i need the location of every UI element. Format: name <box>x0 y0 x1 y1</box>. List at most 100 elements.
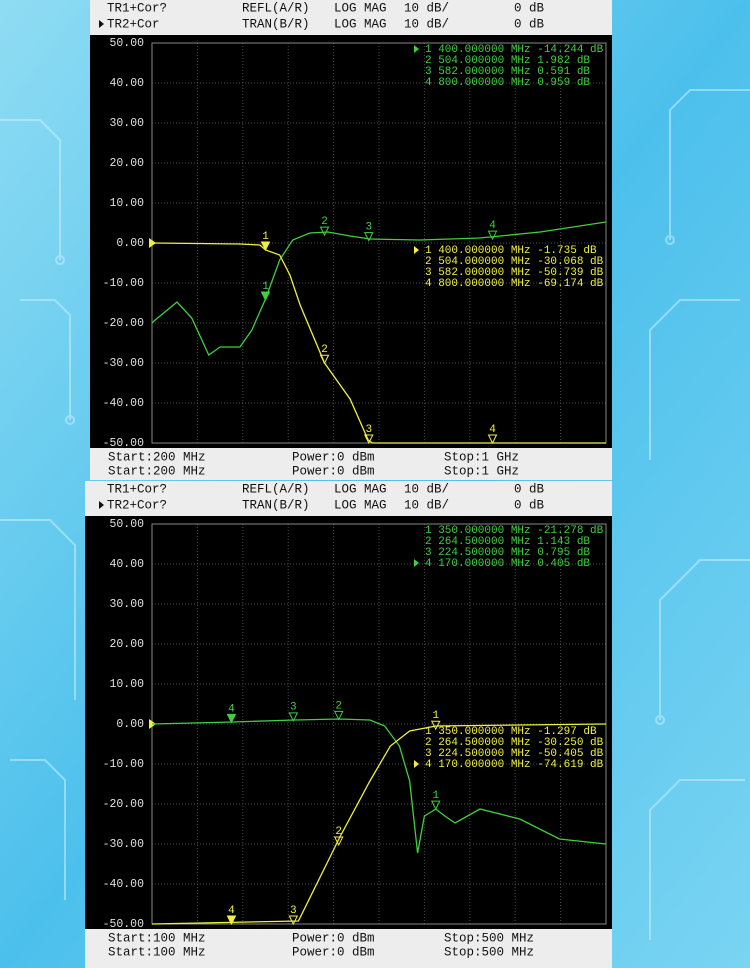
marker-readout: 1 350.000000 MHz -21.278 dB <box>425 525 604 537</box>
footer-text: Start:200 MHz <box>108 450 206 464</box>
marker-readout: 3 582.000000 MHz -50.739 dB <box>425 267 604 279</box>
header-text: LOG MAG <box>334 498 387 512</box>
y-tick-label: -30.00 <box>103 838 145 851</box>
header-text: TR1+Cor? <box>107 482 167 496</box>
active-trace-arrow <box>99 20 104 28</box>
marker-readout: 1 400.000000 MHz -14.244 dB <box>425 44 604 56</box>
marker <box>260 291 271 302</box>
header-text: 0 dB <box>514 498 545 512</box>
marker-id: 1 <box>432 710 439 722</box>
marker-id: 1 <box>262 231 269 243</box>
plot-area <box>85 516 612 929</box>
marker-id: 3 <box>290 905 297 917</box>
y-tick-label: 0.00 <box>116 718 144 731</box>
y-tick-label: 30.00 <box>109 598 144 611</box>
marker <box>487 230 498 241</box>
marker <box>363 232 374 242</box>
header-text: TR1+Cor? <box>107 1 167 15</box>
marker <box>363 434 374 445</box>
footer-text: Stop:500 MHz <box>444 945 534 959</box>
y-tick-label: -50.00 <box>103 918 145 931</box>
header-text: TR2+Cor? <box>107 498 167 512</box>
footer-text: Start:200 MHz <box>108 464 206 478</box>
marker <box>430 800 441 811</box>
header-text: LOG MAG <box>334 17 387 31</box>
y-tick-label: -40.00 <box>103 397 145 410</box>
y-tick-label: 40.00 <box>109 558 144 571</box>
y-tick-label: -30.00 <box>103 357 145 370</box>
footer-text: Power:0 dBm <box>292 945 375 959</box>
marker <box>333 836 344 847</box>
footer-text: Power:0 dBm <box>292 464 375 478</box>
marker-readout: 1 350.000000 MHz -1.297 dB <box>425 726 597 738</box>
footer-text: Stop:1 GHz <box>444 450 519 464</box>
marker-id: 4 <box>489 220 496 232</box>
trace <box>151 242 606 444</box>
marker-readout: 2 504.000000 MHz 1.982 dB <box>425 55 590 67</box>
marker-id: 3 <box>365 222 372 234</box>
footer-text: Start:100 MHz <box>108 931 206 945</box>
marker-id: 4 <box>228 703 235 715</box>
header-text: 0 dB <box>514 1 545 15</box>
header-text: REFL(A/R) <box>242 482 310 496</box>
marker-id: 2 <box>335 700 342 712</box>
active-marker-arrow <box>414 559 419 567</box>
marker <box>288 712 299 722</box>
header-text: 10 dB/ <box>404 17 449 31</box>
y-tick-label: 10.00 <box>109 678 144 691</box>
marker-id: 3 <box>290 702 297 714</box>
y-tick-label: -20.00 <box>103 798 145 811</box>
y-tick-label: 20.00 <box>109 157 144 170</box>
marker-readout: 4 800.000000 MHz 0.959 dB <box>425 77 590 89</box>
trace <box>151 723 607 925</box>
header-text: 0 dB <box>514 17 545 31</box>
header-text: 10 dB/ <box>404 1 449 15</box>
footer-text: Stop:500 MHz <box>444 931 534 945</box>
y-tick-label: -50.00 <box>103 437 145 450</box>
marker <box>319 354 330 365</box>
active-marker-arrow <box>414 45 419 53</box>
marker-id: 1 <box>262 281 269 293</box>
trace <box>151 221 607 356</box>
marker <box>430 720 441 731</box>
marker-readout: 4 170.000000 MHz 0.405 dB <box>425 558 590 570</box>
marker-readout: 2 264.500000 MHz -30.250 dB <box>425 737 604 749</box>
active-marker-arrow <box>414 760 419 768</box>
marker-id: 2 <box>321 216 328 228</box>
header-text: TRAN(B/R) <box>242 17 310 31</box>
y-tick-label: 30.00 <box>109 117 144 130</box>
y-tick-label: 20.00 <box>109 638 144 651</box>
header-text: 0 dB <box>514 482 545 496</box>
marker-readout: 4 170.000000 MHz -74.619 dB <box>425 759 604 771</box>
marker-id: 4 <box>489 424 496 436</box>
marker-readout: 2 504.000000 MHz -30.068 dB <box>425 256 604 268</box>
marker-id: 4 <box>228 905 235 917</box>
active-trace-arrow <box>99 501 104 509</box>
y-tick-label: 50.00 <box>109 518 144 531</box>
marker-readout: 4 800.000000 MHz -69.174 dB <box>425 278 604 290</box>
header-text: 10 dB/ <box>404 498 449 512</box>
circuit-pattern <box>0 89 750 940</box>
footer-text: Power:0 dBm <box>292 931 375 945</box>
y-tick-label: 10.00 <box>109 197 144 210</box>
y-tick-label: -10.00 <box>103 277 145 290</box>
marker-readout: 3 224.500000 MHz 0.795 dB <box>425 547 590 559</box>
marker-readout: 2 264.500000 MHz 1.143 dB <box>425 536 590 548</box>
marker <box>226 713 237 724</box>
header-text: LOG MAG <box>334 1 387 15</box>
footer-text: Power:0 dBm <box>292 450 375 464</box>
y-tick-label: 40.00 <box>109 77 144 90</box>
y-tick-label: -10.00 <box>103 758 145 771</box>
header-text: 10 dB/ <box>404 482 449 496</box>
marker-id: 3 <box>365 424 372 436</box>
marker-id: 1 <box>432 790 439 802</box>
header-text: TR2+Cor <box>107 17 160 31</box>
header-text: LOG MAG <box>334 482 387 496</box>
trace <box>151 718 607 854</box>
active-marker-arrow <box>414 246 419 254</box>
marker-id: 2 <box>321 344 328 356</box>
header-text: REFL(A/R) <box>242 1 310 15</box>
y-tick-label: -40.00 <box>103 878 145 891</box>
